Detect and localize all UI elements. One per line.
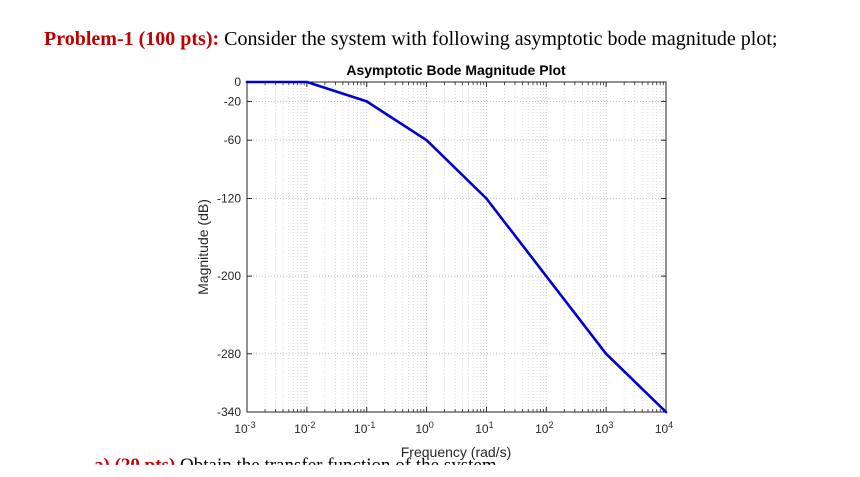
grid-lines [246,81,667,413]
x-tick-label: 10-1 [354,420,375,436]
series-point [425,138,428,142]
x-tick-label: 10-2 [294,420,315,436]
next-question-label: a) (20 pts) [94,455,176,476]
series-point [485,197,488,200]
series-point [664,410,668,414]
y-tick-label: -20 [224,94,242,108]
x-tick-label: 10-3 [234,420,255,436]
series-point [245,80,249,84]
y-axis-label: Magnitude (dB) [195,199,211,295]
x-tick-label: 102 [535,420,553,436]
y-tick-label: -200 [217,269,241,283]
problem-statement: Problem-1 (100 pts): Consider the system… [44,28,844,51]
plot-frame [246,81,667,413]
x-tick-label: 100 [415,420,433,436]
series-point [305,80,309,84]
x-tick-label: 101 [475,420,493,436]
y-tick-label: -340 [217,405,241,419]
y-tick-label: -60 [224,133,242,147]
x-tick-label: 103 [595,420,613,436]
problem-text: Consider the system with following asymp… [219,28,778,50]
y-tick-label: -280 [217,347,241,361]
series-point [604,352,608,356]
problem-label: Problem-1 (100 pts): [44,28,220,50]
chart-title: Asymptotic Bode Magnitude Plot [346,62,566,78]
tick-labels: 10-3 10-2 10-1 100 101 102 103 104 0 -20 -60 -120 -2… [217,75,673,436]
y-tick-label: 0 [234,75,241,89]
next-question-line: a) (20 pts) Obtain the transfer function… [94,455,502,476]
y-tick-label: -120 [217,191,241,205]
x-tick-label: 104 [655,420,673,436]
next-question-text: Obtain the transfer function of the syst… [175,455,502,476]
x-axis-label: Frequency (rad/s) [401,444,511,460]
series-point [365,100,369,103]
